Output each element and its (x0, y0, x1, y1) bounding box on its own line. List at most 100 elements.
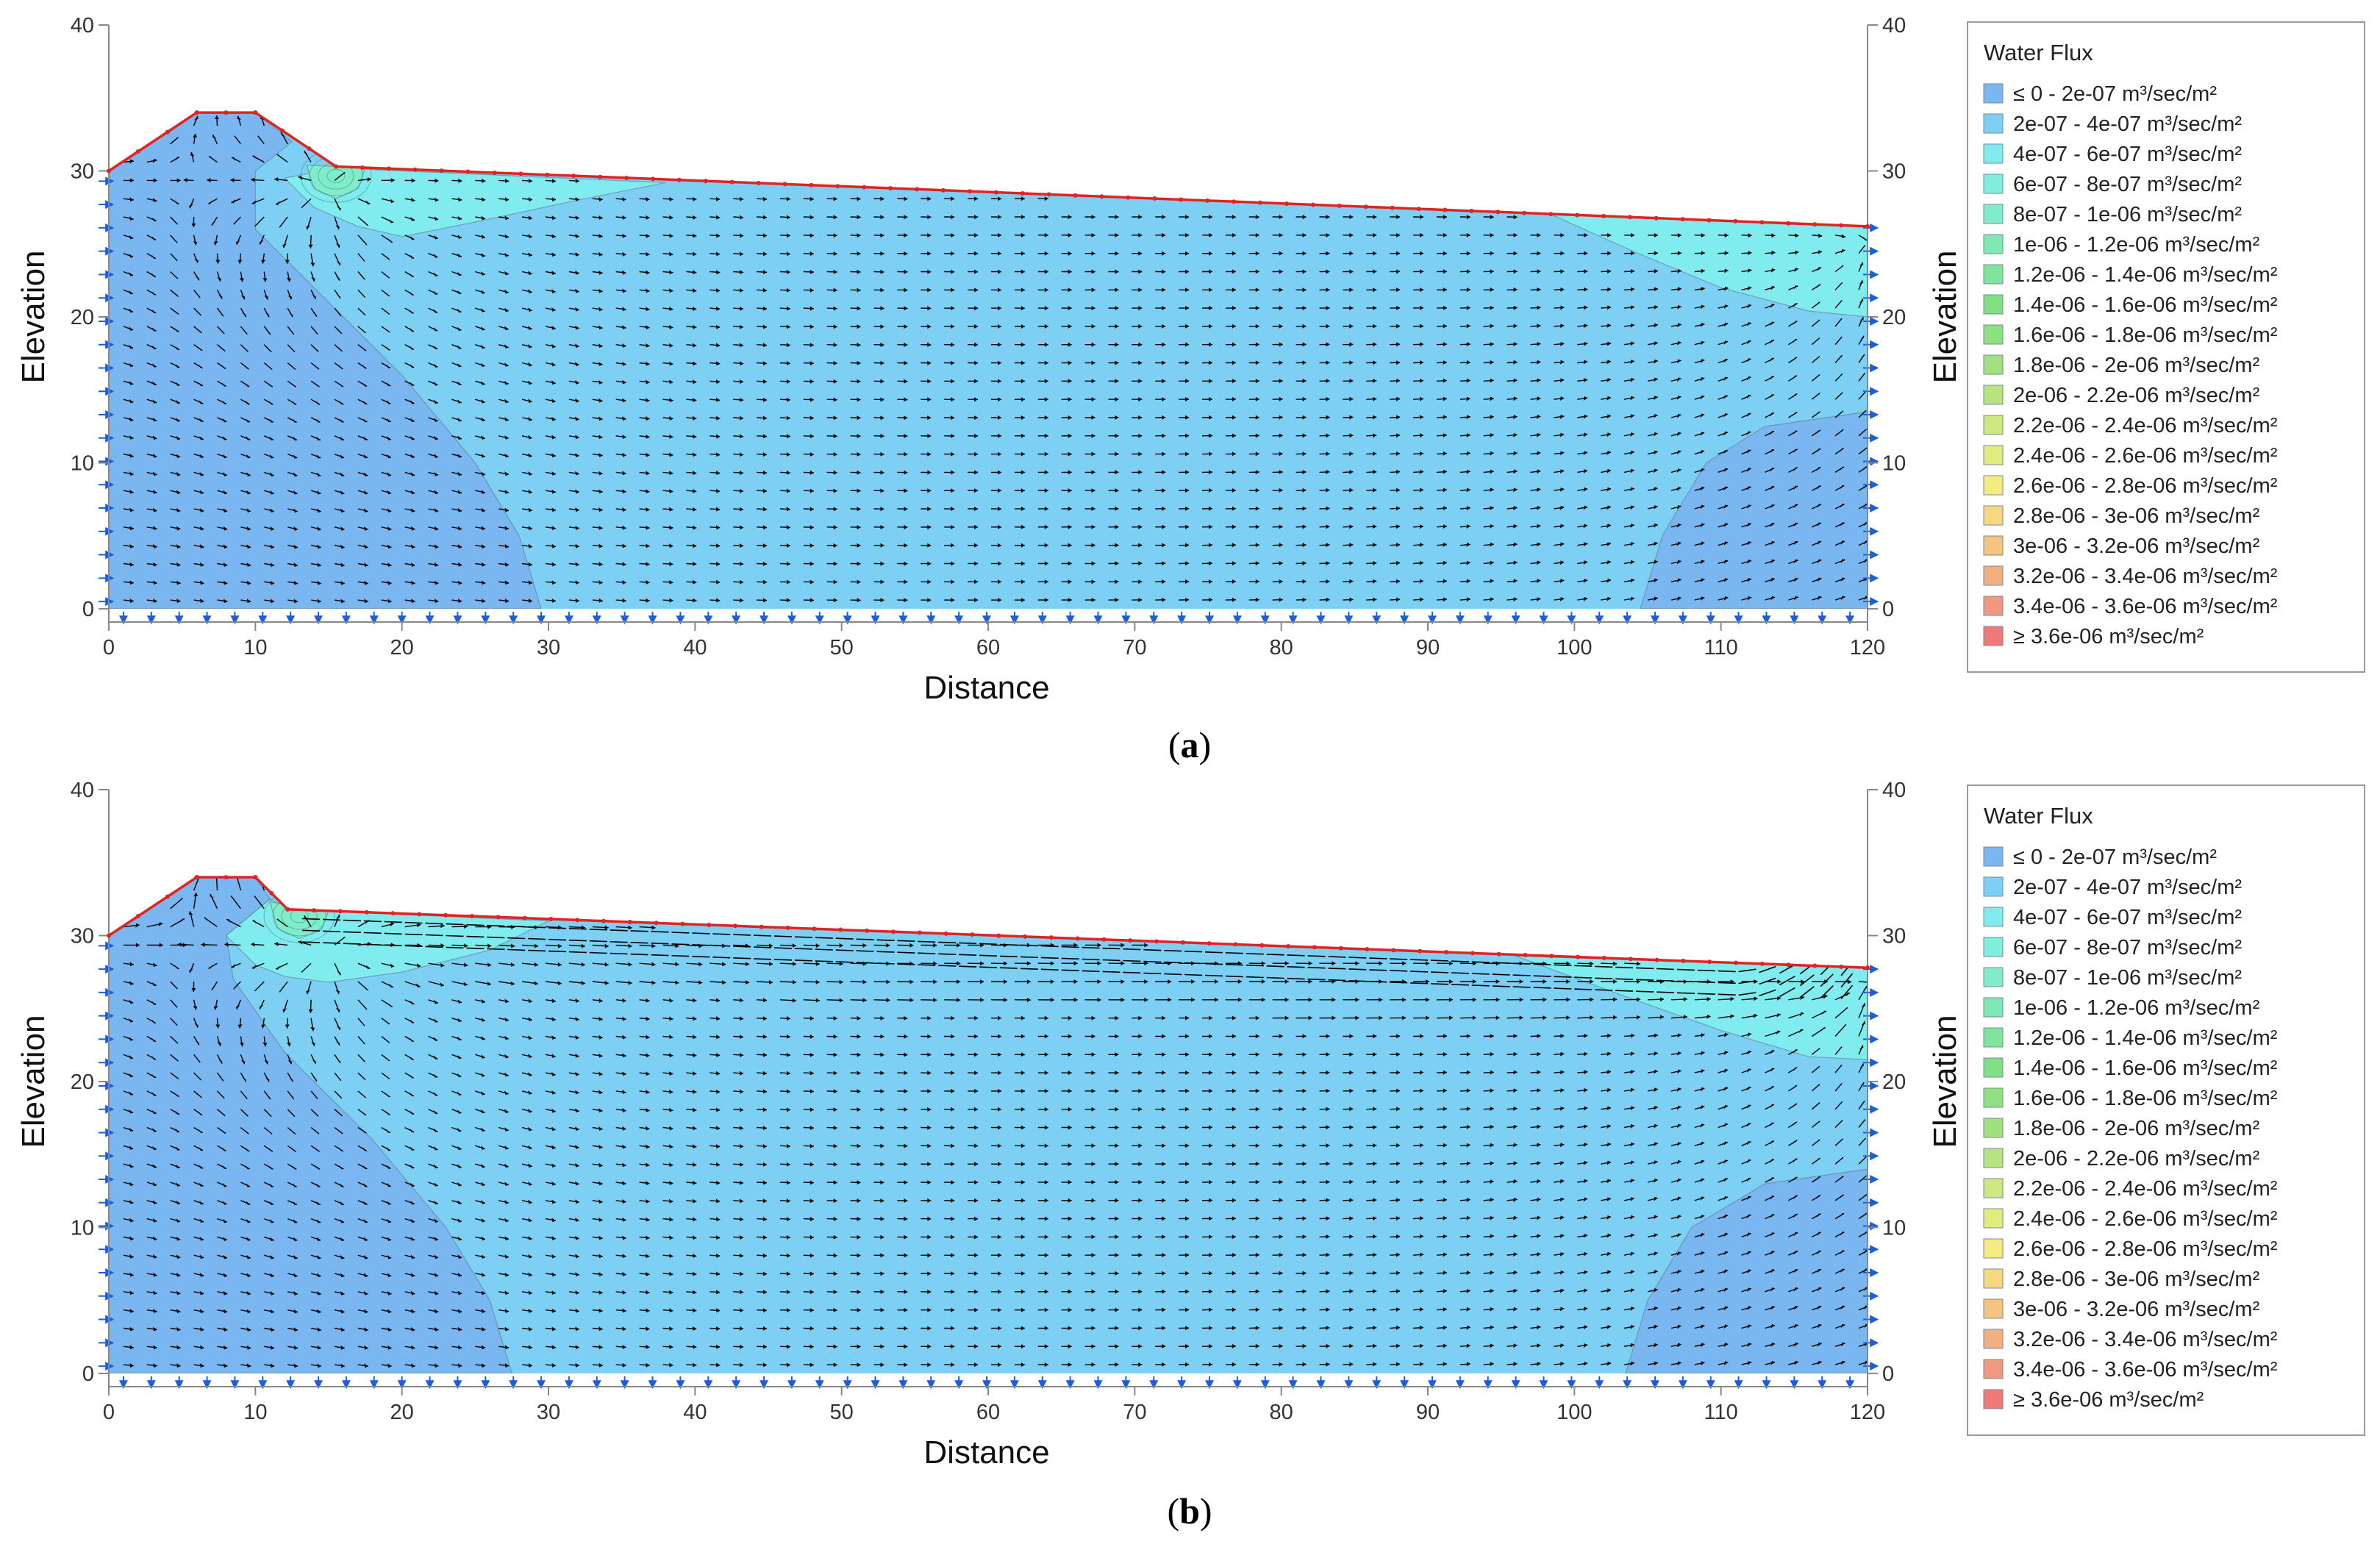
panel-a-vector-head-820 (904, 196, 908, 201)
panel-a-vector-head-204 (282, 243, 287, 248)
panel-a-vector-head-284 (387, 580, 392, 585)
panel-a-vector-head-86 (199, 418, 204, 423)
panel-a-vector-head-1061 (1162, 342, 1166, 347)
panel-a-vector-head-617 (716, 543, 721, 548)
panel-a-vector-head-67 (174, 292, 179, 297)
panel-a-vector-head-707 (810, 579, 814, 585)
panel-a-boundary-node (1601, 213, 1606, 218)
panel-a-y-axis-title-left: Elevation (15, 250, 51, 383)
panel-a-vector-head-586 (669, 270, 673, 275)
panel-a-vector-head-948 (1044, 379, 1048, 384)
panel-a-vector-head-354 (435, 178, 439, 183)
panel-a-vector-head-723 (810, 287, 814, 293)
panel-a-vector-head-345 (433, 345, 438, 350)
panel-a-vector-head-575 (669, 471, 673, 476)
panel-a-vector-head-144 (243, 347, 249, 352)
panel-a-y-axis-title-right: Elevation (1927, 250, 1963, 383)
panel-a-vector-head-167 (269, 418, 274, 423)
panel-a-vector-head-525 (622, 543, 626, 548)
panel-a-vector-head-1014 (1115, 397, 1119, 402)
panel-a-vector-head-901 (998, 397, 1001, 402)
panel-a-vector-head-495 (575, 234, 579, 238)
panel-a-vector-head-90 (198, 346, 203, 351)
panel-a-vector-head-53 (176, 544, 181, 549)
panel-a-vector-head-209 (281, 132, 285, 137)
panel-a-vector-head-78 (200, 562, 204, 567)
panel-a-vector-head-789 (880, 343, 885, 347)
panel-a-vector-head-19 (129, 253, 134, 258)
panel-a-label-letter: a (1181, 724, 1199, 765)
panel-a-boundary-node (650, 176, 655, 182)
panel-a-vector-head-208 (276, 154, 282, 159)
panel-a-vector-head-862 (951, 269, 955, 274)
panel-a-vector-head-804 (904, 488, 908, 493)
panel-a-vector-head-366 (457, 399, 462, 404)
panel-a-boundary-node (1839, 223, 1844, 228)
panel-a-vector-head-770 (857, 269, 861, 274)
panel-a-vector-head-724 (810, 269, 814, 274)
panel-a-vector-head-1083 (1185, 342, 1190, 347)
panel-a-vector-head-681 (762, 215, 767, 220)
panel-a-boundary-node (1574, 212, 1579, 218)
panel-a-clip-group (99, 112, 1879, 625)
panel-a-vector-head-589 (669, 215, 673, 220)
panel-a-vector-head-199 (290, 330, 294, 335)
panel-a-vector-head-624 (716, 415, 721, 421)
panel-a-vector-head-355 (458, 598, 462, 604)
panel-a-vector-head-105 (223, 562, 228, 567)
panel-a-vector-head-563 (646, 270, 650, 275)
panel-a-vector-head-1066 (1162, 251, 1166, 256)
panel-a-vector-head-531 (622, 435, 626, 439)
panel-a-vector-head-821 (927, 598, 932, 603)
panel-a-vector-head-508 (598, 435, 603, 440)
panel-a-vector-head-764 (857, 379, 861, 384)
panel-a-vector-head-111 (223, 454, 227, 459)
panel-a-boundary-node (1865, 224, 1870, 229)
panel-a-vector-head-1040 (1138, 324, 1143, 329)
panel-a-vector-head-117 (221, 347, 226, 351)
panel-a-vector-head-120 (218, 294, 223, 299)
panel-a-vector-head-373 (457, 271, 462, 276)
panel-a-x-tick-label: 20 (390, 636, 414, 660)
panel-a-vector-head-927 (1021, 342, 1025, 347)
panel-a-vector-head-52 (176, 562, 181, 567)
panel-a-vector-head-993 (1091, 379, 1096, 384)
panel-a-vector-head-28 (153, 544, 157, 548)
panel-a-vector-head-777 (880, 561, 885, 566)
panel-a-vector-head-1020 (1115, 287, 1119, 293)
panel-a-vector-head-962 (1068, 543, 1072, 548)
panel-a-vector-head-621 (716, 471, 721, 476)
panel-a-vector-head-374 (457, 253, 462, 258)
panel-a-vector-head-734 (833, 507, 837, 512)
panel-a-vector-head-2 (129, 562, 134, 567)
panel-a-vector-head-244 (340, 436, 344, 441)
panel-a-vector-head-827 (927, 488, 932, 493)
panel-a-vector-head-622 (716, 452, 721, 457)
panel-a-vector-head-483 (575, 453, 579, 457)
panel-a-vector-head-412 (504, 435, 509, 440)
panel-a-vector-head-202 (286, 277, 291, 282)
panel-a-vector-head-382 (481, 544, 486, 549)
panel-a-vector-head-113 (222, 418, 227, 423)
panel-a-vector-head-640 (740, 543, 744, 548)
panel-a-vector-head-288 (387, 508, 392, 513)
panel-a-vector-head-870 (974, 543, 979, 548)
panel-a-vector-head-929 (1021, 306, 1025, 311)
panel-a-vector-head-1069 (1185, 597, 1190, 602)
panel-a-zone-2 (283, 167, 666, 237)
panel-a-vector-head-607 (693, 307, 697, 311)
panel-a-vector-head-955 (1044, 251, 1048, 256)
panel-a-vector-head-252 (336, 294, 340, 299)
panel-a-vector-head-219 (316, 436, 321, 441)
panel-a-vector-head-1055 (1162, 451, 1166, 457)
panel-a-vector-head-44 (151, 254, 156, 259)
panel-a-vector-head-190 (293, 490, 298, 495)
panel-a-vector-head-871 (974, 524, 979, 529)
panel-a-vector-head-425 (504, 197, 510, 202)
panel-a-vector-head-942 (1044, 488, 1048, 493)
panel-a-x-tick-label: 120 (1850, 636, 1885, 660)
panel-a-vector-head-601 (693, 415, 697, 421)
panel-a-vector-head-387 (481, 453, 485, 458)
panel-a-vector-head-850 (951, 488, 955, 493)
panel-a-vector-head-438 (528, 398, 532, 404)
